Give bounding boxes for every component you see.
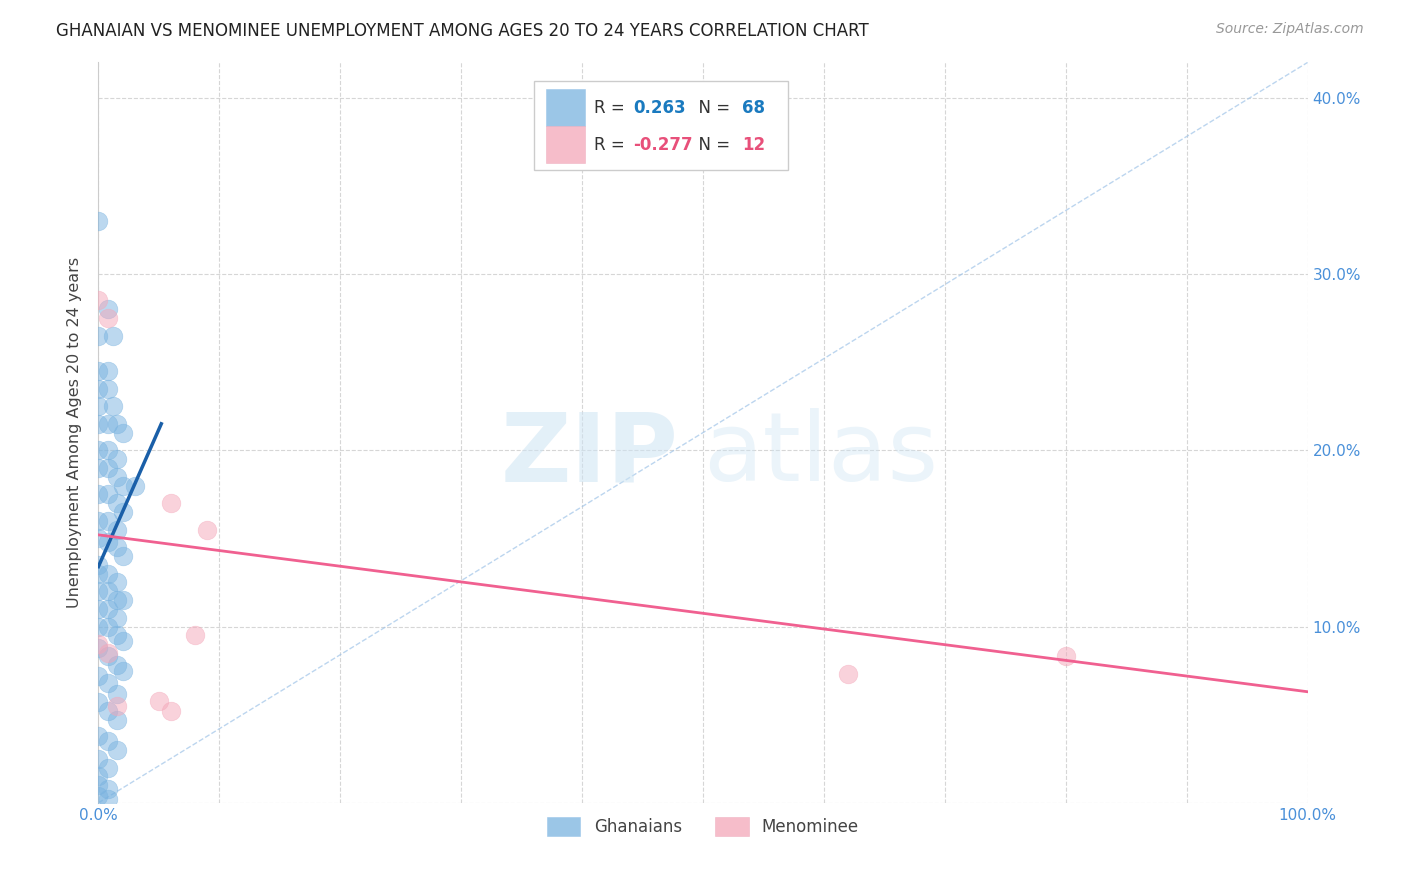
Point (87, 729, 110, 743)
Point (87, 487, 110, 501)
Point (87, 566, 110, 581)
Text: 0.263: 0.263 (633, 99, 686, 117)
Point (87, 382, 110, 396)
Point (105, 452, 128, 467)
FancyBboxPatch shape (546, 89, 585, 126)
Point (97, 781, 120, 796)
Point (97, 646, 120, 660)
Point (105, 686, 128, 700)
Point (87, 214, 110, 228)
Point (87, 364, 110, 378)
Point (124, 478, 146, 492)
Point (87, 619, 110, 633)
Point (111, 664, 134, 678)
Point (87, 637, 110, 651)
Text: N =: N = (689, 136, 735, 154)
Text: atlas: atlas (703, 409, 938, 501)
Point (105, 593, 128, 607)
Point (111, 593, 134, 607)
Point (87, 752, 110, 766)
Point (105, 575, 128, 590)
Point (97, 602, 120, 616)
Text: 68: 68 (742, 99, 765, 117)
Point (97, 461, 120, 475)
FancyBboxPatch shape (534, 81, 787, 169)
Point (105, 496, 128, 510)
Point (101, 399, 124, 413)
Point (105, 713, 128, 727)
Point (111, 425, 134, 440)
Text: GHANAIAN VS MENOMINEE UNEMPLOYMENT AMONG AGES 20 TO 24 YEARS CORRELATION CHART: GHANAIAN VS MENOMINEE UNEMPLOYMENT AMONG… (56, 22, 869, 40)
Text: R =: R = (595, 99, 630, 117)
Point (97, 311, 120, 326)
FancyBboxPatch shape (546, 127, 585, 163)
Text: -0.277: -0.277 (633, 136, 693, 154)
Point (105, 628, 128, 642)
Point (105, 743, 128, 757)
Text: 12: 12 (742, 136, 765, 154)
Y-axis label: Unemployment Among Ages 20 to 24 years: Unemployment Among Ages 20 to 24 years (67, 257, 83, 608)
Point (97, 792, 120, 806)
Point (105, 658, 128, 673)
Point (87, 514, 110, 528)
Point (97, 566, 120, 581)
Point (105, 523, 128, 537)
Point (160, 704, 183, 718)
Text: N =: N = (689, 99, 735, 117)
Point (111, 633, 134, 648)
Point (111, 549, 134, 563)
Point (105, 540, 128, 554)
Point (87, 695, 110, 709)
Point (97, 382, 120, 396)
Point (97, 649, 120, 664)
Point (97, 302, 120, 317)
Point (111, 478, 134, 492)
Point (105, 610, 128, 624)
Text: ZIP: ZIP (501, 409, 679, 501)
Point (97, 734, 120, 748)
Point (87, 778, 110, 792)
Point (97, 676, 120, 690)
Point (97, 535, 120, 549)
Point (97, 443, 120, 458)
Point (97, 760, 120, 774)
Point (97, 364, 120, 378)
Point (111, 505, 134, 519)
Point (97, 619, 120, 633)
Point (87, 584, 110, 599)
Point (105, 417, 128, 431)
Legend: Ghanaians, Menominee: Ghanaians, Menominee (540, 810, 866, 843)
Point (97, 417, 120, 431)
Point (87, 461, 110, 475)
Point (97, 704, 120, 718)
Point (837, 667, 859, 681)
Point (105, 698, 128, 713)
Point (87, 640, 110, 655)
Point (87, 769, 110, 783)
Point (87, 328, 110, 343)
Point (148, 693, 170, 707)
Text: R =: R = (595, 136, 630, 154)
Point (195, 523, 218, 537)
Point (101, 328, 124, 343)
Point (97, 487, 120, 501)
Point (97, 514, 120, 528)
Point (87, 558, 110, 572)
Point (87, 417, 110, 431)
Point (87, 293, 110, 308)
Point (87, 669, 110, 683)
Point (1054, 649, 1077, 664)
Point (160, 496, 183, 510)
Point (184, 628, 207, 642)
Point (97, 584, 120, 599)
Point (87, 443, 110, 458)
Point (87, 399, 110, 413)
Point (87, 602, 110, 616)
Point (87, 532, 110, 546)
Point (87, 789, 110, 803)
Text: Source: ZipAtlas.com: Source: ZipAtlas.com (1216, 22, 1364, 37)
Point (105, 469, 128, 483)
